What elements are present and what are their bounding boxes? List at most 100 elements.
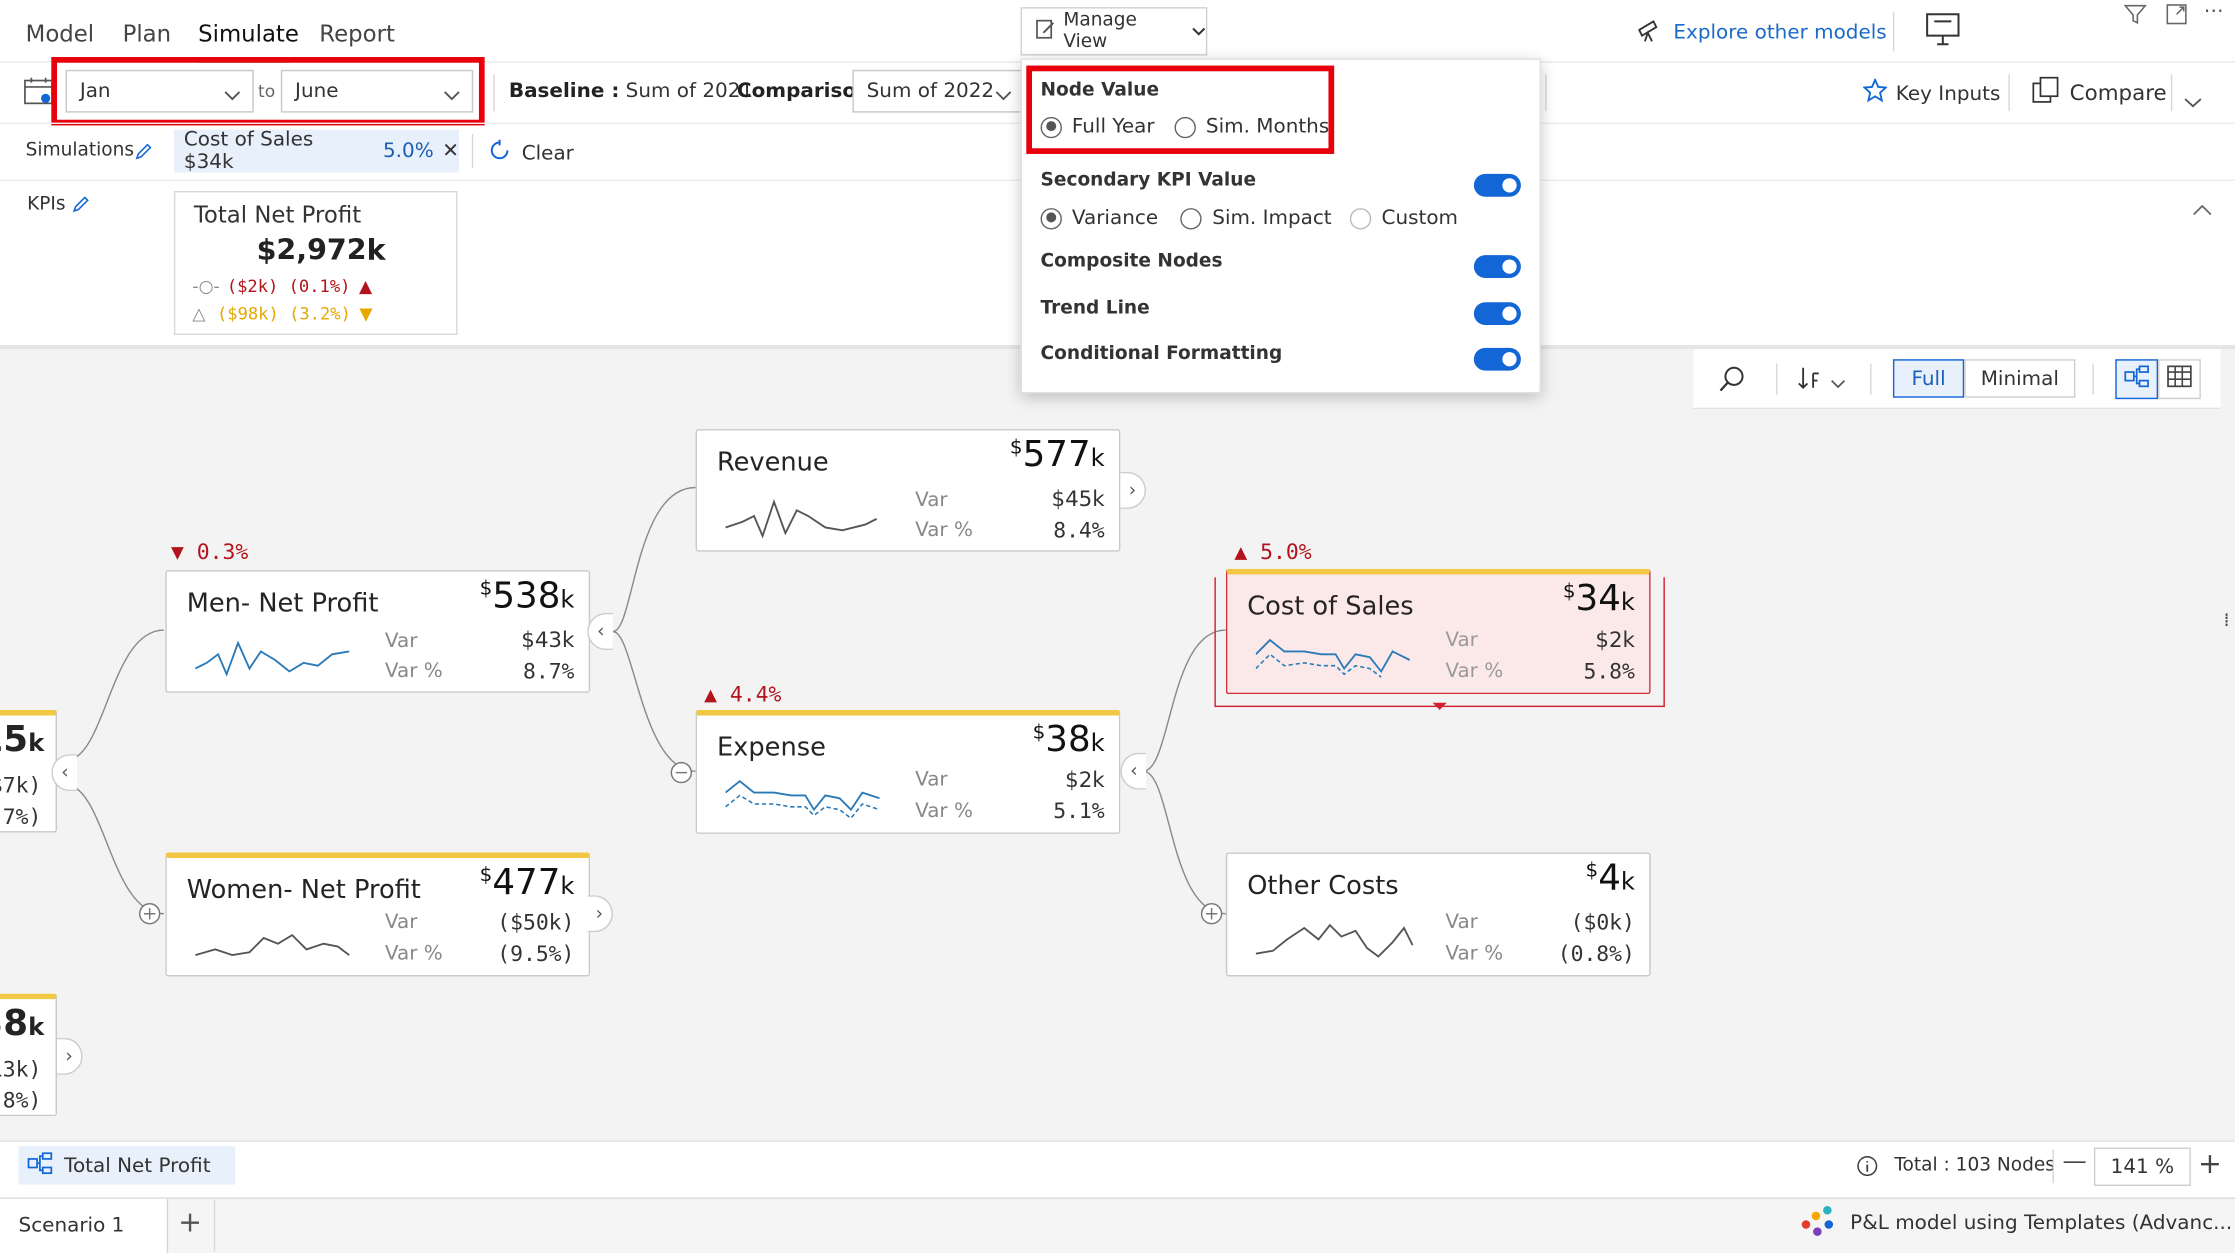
radio-unselected-icon <box>1174 116 1196 138</box>
divider <box>2052 1148 2055 1184</box>
baseline-field[interactable]: Baseline : Sum of 2021 <box>509 80 753 103</box>
sort-menu-button[interactable] <box>1797 365 1846 396</box>
tree-view-icon <box>2124 365 2150 394</box>
pencil-icon[interactable] <box>71 192 90 219</box>
simulation-chip[interactable]: Cost of Sales $34k 5.0% ✕ <box>173 128 459 174</box>
tab-plan[interactable]: Plan <box>122 19 172 48</box>
tree-node-men-net-profit[interactable]: Men- Net Profit $538k Var Var % $43k 8.7… <box>165 570 591 693</box>
tree-node-cost-of-sales[interactable]: Cost of Sales $34k Var Var % $2k 5.8% <box>1225 568 1651 695</box>
add-scenario-button[interactable]: + <box>178 1204 203 1239</box>
divider <box>1870 363 1872 395</box>
explore-models-link[interactable]: Explore other models <box>1636 17 1887 48</box>
tab-model[interactable]: Model <box>25 19 95 48</box>
baseline-value: Sum of 2021 <box>625 79 754 103</box>
zoom-level[interactable]: 141 % <box>2093 1147 2191 1187</box>
divider <box>1545 74 1547 112</box>
tree-node-partial[interactable]: 38k 13k) 8%) <box>0 993 58 1117</box>
radio-custom[interactable]: Custom <box>1350 207 1458 230</box>
var-label: Var <box>1445 910 1478 934</box>
zoom-in-button[interactable]: + <box>2197 1146 2222 1181</box>
full-view-button[interactable]: Full <box>1892 359 1965 398</box>
chevron-down-icon <box>443 84 460 107</box>
radio-sim-months[interactable]: Sim. Months <box>1174 115 1329 138</box>
scroll-right-icon[interactable]: ⁞ <box>2223 610 2230 632</box>
node-suffix: k <box>28 729 45 759</box>
expand-icon[interactable] <box>2165 3 2188 32</box>
node-value: $4k <box>1585 856 1635 899</box>
kpi-title: Total Net Profit <box>193 200 362 229</box>
composite-nodes-toggle[interactable] <box>1473 255 1521 278</box>
tree-node-expense[interactable]: Expense $38k Var Var % $2k 5.1% <box>695 709 1121 834</box>
root-chip-label: Total Net Profit <box>64 1153 211 1177</box>
trend-sparkline <box>725 498 878 539</box>
node-impact-badge: ▼ 0.3% <box>171 538 249 565</box>
trend-line-toggle[interactable] <box>1473 302 1521 326</box>
var-label: Var <box>1445 628 1478 652</box>
tree-node-women-net-profit[interactable]: Women- Net Profit $477k Var Var % ($50k)… <box>165 852 591 977</box>
node-title: Women- Net Profit <box>186 875 421 906</box>
manage-view-popup: Node Value Full Year Sim. Months Seconda… <box>1020 58 1541 394</box>
trend-sparkline <box>1255 923 1414 958</box>
presentation-icon[interactable] <box>1924 11 1961 54</box>
search-icon[interactable] <box>1718 365 1747 399</box>
scenario-tab[interactable]: Scenario 1 <box>0 1198 169 1253</box>
manage-view-button[interactable]: Manage View <box>1020 7 1208 56</box>
radio-variance[interactable]: Variance <box>1040 207 1158 230</box>
collapse-icon[interactable] <box>2192 195 2212 222</box>
divider <box>471 133 474 169</box>
node-varpct: (0.8%) <box>1557 940 1635 967</box>
node-title: Cost of Sales <box>1247 591 1414 622</box>
radio-full-year[interactable]: Full Year <box>1040 115 1155 139</box>
node-value: $477k <box>479 861 575 903</box>
minimal-view-button[interactable]: Minimal <box>1964 359 2076 398</box>
node-var: $43k <box>521 627 575 653</box>
radio-selected-icon <box>1040 116 1062 138</box>
chevron-right-icon[interactable]: › <box>1120 471 1147 509</box>
pointer-icon <box>1432 702 1447 710</box>
more-options-icon[interactable]: ⋯ <box>2203 0 2224 23</box>
radio-label: Full Year <box>1071 115 1155 139</box>
period-from-select[interactable]: Jan <box>65 69 254 113</box>
radio-sim-impact[interactable]: Sim. Impact <box>1180 206 1332 230</box>
tree-node-revenue[interactable]: Revenue $577k Var Var % $45k 8.4% <box>695 429 1121 552</box>
varpct-label: Var % <box>915 518 973 542</box>
period-highlight-box <box>51 57 485 126</box>
kpi-card[interactable]: Total Net Profit $2,972k -○- ($2k) (0.1%… <box>173 191 458 335</box>
node-value-highlight-box <box>1026 65 1335 154</box>
node-value: 15 <box>0 718 29 760</box>
edit-view-icon <box>1035 18 1056 45</box>
tab-report[interactable]: Report <box>319 19 395 48</box>
compare-icon <box>2031 76 2060 110</box>
filter-icon[interactable] <box>2123 3 2147 32</box>
radio-selected-icon <box>1040 207 1062 229</box>
radio-label: Sim. Impact <box>1212 206 1332 230</box>
comparison-select[interactable]: Sum of 2022 <box>852 69 1024 113</box>
table-view-button[interactable] <box>2158 359 2201 400</box>
close-icon[interactable]: ✕ <box>442 139 459 163</box>
key-inputs-button[interactable]: Key Inputs <box>1862 77 2000 108</box>
root-node-chip[interactable]: Total Net Profit <box>18 1146 236 1185</box>
tab-simulate[interactable]: Simulate <box>198 19 299 48</box>
period-to-select[interactable]: June <box>280 69 474 113</box>
zoom-out-button[interactable]: — <box>2062 1147 2087 1177</box>
var-label: Var <box>915 488 948 512</box>
tree-node-partial[interactable]: 15k $7k) 7%) <box>0 709 58 833</box>
compare-button[interactable]: Compare <box>2031 76 2167 110</box>
model-name: P&L model using Templates (Advanc... <box>1850 1211 2233 1235</box>
tree-view-button[interactable] <box>2115 359 2159 400</box>
period-from-value: Jan <box>79 79 111 103</box>
baseline-label: Baseline : <box>508 79 620 103</box>
clear-simulations-button[interactable]: Clear <box>487 138 574 168</box>
divider <box>2170 74 2173 112</box>
radio-label: Custom <box>1381 206 1458 230</box>
manage-view-label: Manage View <box>1063 9 1137 53</box>
divider <box>2092 363 2094 395</box>
chevron-down-icon[interactable] <box>2184 87 2203 114</box>
node-suffix: k <box>28 1013 45 1043</box>
conditional-formatting-toggle[interactable] <box>1473 347 1521 371</box>
pencil-icon[interactable] <box>134 140 153 167</box>
secondary-kpi-toggle[interactable] <box>1473 173 1521 197</box>
tree-node-other-costs[interactable]: Other Costs $4k Var Var % ($0k) (0.8%) <box>1225 852 1651 977</box>
node-var: ($50k) <box>497 909 575 936</box>
node-var: $2k <box>1595 627 1635 653</box>
